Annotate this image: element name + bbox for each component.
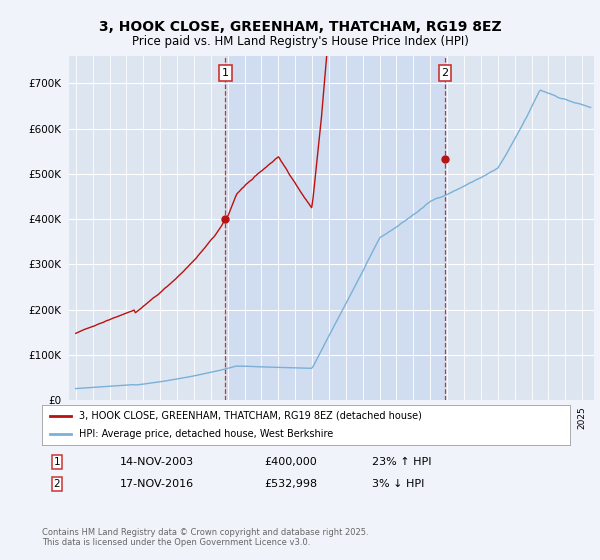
Text: 3, HOOK CLOSE, GREENHAM, THATCHAM, RG19 8EZ: 3, HOOK CLOSE, GREENHAM, THATCHAM, RG19 … <box>98 20 502 34</box>
Bar <box>226 56 445 400</box>
Text: 23% ↑ HPI: 23% ↑ HPI <box>372 457 431 467</box>
Text: HPI: Average price, detached house, West Berkshire: HPI: Average price, detached house, West… <box>79 430 333 439</box>
Text: Price paid vs. HM Land Registry's House Price Index (HPI): Price paid vs. HM Land Registry's House … <box>131 35 469 48</box>
Text: £532,998: £532,998 <box>264 479 317 489</box>
Text: 3, HOOK CLOSE, GREENHAM, THATCHAM, RG19 8EZ (detached house): 3, HOOK CLOSE, GREENHAM, THATCHAM, RG19 … <box>79 411 422 421</box>
Text: £400,000: £400,000 <box>264 457 317 467</box>
Text: 2: 2 <box>53 479 61 489</box>
Text: 17-NOV-2016: 17-NOV-2016 <box>120 479 194 489</box>
Text: 1: 1 <box>222 68 229 78</box>
Text: 1: 1 <box>53 457 61 467</box>
Text: Contains HM Land Registry data © Crown copyright and database right 2025.
This d: Contains HM Land Registry data © Crown c… <box>42 528 368 547</box>
Text: 2: 2 <box>442 68 449 78</box>
Text: 14-NOV-2003: 14-NOV-2003 <box>120 457 194 467</box>
Text: 3% ↓ HPI: 3% ↓ HPI <box>372 479 424 489</box>
